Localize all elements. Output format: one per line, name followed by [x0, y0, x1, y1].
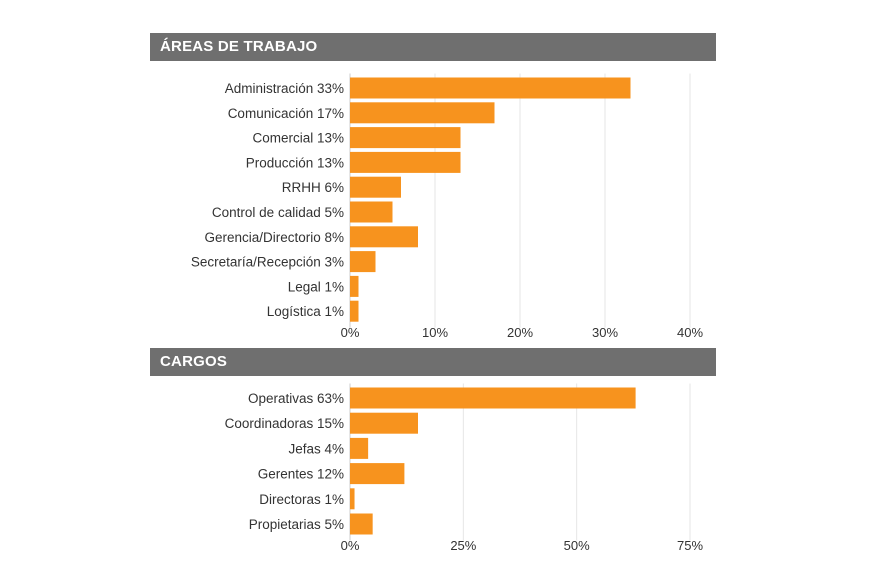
- category-label: Jefas 4%: [288, 441, 344, 456]
- bar: [350, 412, 418, 434]
- tick-label: 50%: [564, 538, 590, 553]
- bar: [350, 226, 418, 248]
- category-label: Directoras 1%: [259, 492, 344, 507]
- bar: [350, 77, 631, 99]
- bar: [350, 251, 376, 273]
- bar: [350, 437, 369, 459]
- bar: [350, 513, 373, 535]
- category-label: Control de calidad 5%: [212, 205, 344, 220]
- category-label: Operativas 63%: [248, 391, 344, 406]
- tick-label: 75%: [677, 538, 703, 553]
- category-label: Gerencia/Directorio 8%: [204, 230, 344, 245]
- bar: [350, 275, 359, 297]
- category-label: Legal 1%: [288, 279, 344, 294]
- category-label: Administración 33%: [225, 81, 344, 96]
- bar: [350, 127, 461, 149]
- category-label: Propietarias 5%: [249, 517, 344, 532]
- category-label: Secretaría/Recepción 3%: [191, 255, 344, 270]
- tick-label: 0%: [341, 538, 360, 553]
- bar: [350, 176, 401, 198]
- tick-label: 10%: [422, 325, 448, 340]
- category-label: Comunicación 17%: [228, 106, 344, 121]
- bar: [350, 463, 405, 485]
- bar: [350, 488, 355, 510]
- category-label: Gerentes 12%: [258, 467, 344, 482]
- bar: [350, 102, 495, 124]
- bar: [350, 151, 461, 173]
- bar: [350, 387, 636, 409]
- section-header-areas: ÁREAS DE TRABAJO: [150, 33, 716, 61]
- tick-label: 0%: [341, 325, 360, 340]
- category-label: Producción 13%: [246, 155, 344, 170]
- chart-areas-de-trabajo: 0% 10% 20% 30% 40% Administración 33% Comunica…: [191, 73, 703, 340]
- category-label: RRHH 6%: [282, 180, 344, 195]
- tick-label: 40%: [677, 325, 703, 340]
- chart-cargos: 0% 25% 50% 75% Operativas 63% Coordinadoras 1…: [225, 383, 703, 553]
- section-header-cargos: CARGOS: [150, 348, 716, 376]
- bar: [350, 201, 393, 223]
- category-label: Comercial 13%: [252, 131, 344, 146]
- category-label: Coordinadoras 15%: [225, 416, 344, 431]
- tick-label: 20%: [507, 325, 533, 340]
- bar: [350, 300, 359, 322]
- tick-label: 30%: [592, 325, 618, 340]
- tick-label: 25%: [450, 538, 476, 553]
- category-label: Logística 1%: [267, 304, 344, 319]
